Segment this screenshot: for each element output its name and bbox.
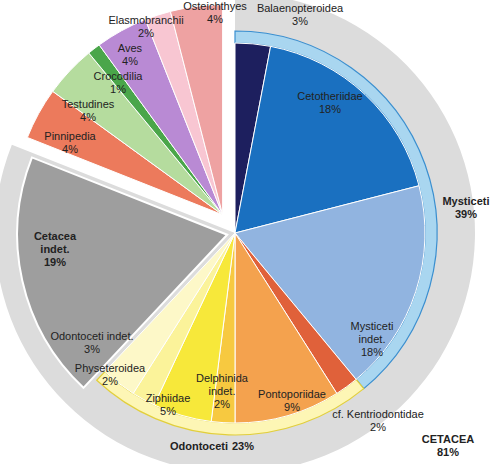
- slice-label-line: Pontoporiidae: [258, 388, 326, 400]
- slice-label-line: Odontoceti indet.: [50, 330, 133, 342]
- slice-label-line: indet.: [359, 333, 386, 345]
- slice-label: Physeteroidea: [75, 362, 146, 374]
- slice-value-label: 19%: [44, 256, 66, 268]
- slice-label: Mysticetiindet.: [351, 320, 394, 345]
- slice-label-line: Aves: [118, 42, 143, 54]
- group-value-label: 39%: [455, 208, 477, 220]
- slice-label-line: indet.: [40, 243, 69, 255]
- pie-slice: [235, 233, 337, 423]
- slice-value-label: 2%: [138, 27, 154, 39]
- slice-label-line: cf. Kentriodontidae: [332, 408, 424, 420]
- slice-label: cf. Kentriodontidae: [332, 408, 424, 420]
- slice-label-line: Ziphiidae: [146, 392, 191, 404]
- slice-label-line: Delphinida: [196, 372, 249, 384]
- group-label: Odontoceti: [170, 440, 228, 452]
- slice-label: Osteichthyes: [183, 0, 247, 12]
- pie-slice: [170, 5, 222, 215]
- slice-value-label: 2%: [102, 375, 118, 387]
- slice-label-line: Crocodilia: [94, 70, 144, 82]
- slice-value-label: 18%: [361, 346, 383, 358]
- slice-label-line: indet.: [209, 385, 236, 397]
- group-value-label: 23%: [232, 440, 254, 452]
- slice-label-line: Osteichthyes: [183, 0, 247, 12]
- slice-label: Delphinidaindet.: [196, 372, 249, 397]
- slice-value-label: 4%: [62, 143, 78, 155]
- slice-label-line: Balaenopteroidea: [257, 2, 344, 14]
- slice-value-label: 9%: [284, 401, 300, 413]
- slice-value-label: 5%: [160, 405, 176, 417]
- slice-label: Balaenopteroidea: [257, 2, 344, 14]
- group-value-label: 81%: [437, 446, 459, 458]
- slice-label-line: Mysticeti: [351, 320, 394, 332]
- slice-label-line: Pinnipedia: [44, 130, 96, 142]
- slice-label: Pontoporiidae: [258, 388, 326, 400]
- group-label: Mysticeti: [442, 195, 489, 207]
- slice-label-line: Physeteroidea: [75, 362, 146, 374]
- slice-value-label: 4%: [80, 111, 96, 123]
- slice-label: Pinnipedia: [44, 130, 96, 142]
- slice-label: Cetotheriidae: [297, 90, 362, 102]
- slice-value-label: 18%: [319, 103, 341, 115]
- slice-label: Testudines: [62, 98, 115, 110]
- slice-value-label: 4%: [207, 13, 223, 25]
- slice-label-line: Elasmobranchii: [108, 14, 183, 26]
- slice-value-label: 2%: [214, 398, 230, 410]
- slice-value-label: 4%: [122, 55, 138, 67]
- slice-label: Crocodilia: [94, 70, 144, 82]
- slice-label: Aves: [118, 42, 143, 54]
- slice-label: Elasmobranchii: [108, 14, 183, 26]
- slice-value-label: 3%: [84, 343, 100, 355]
- slice-label: Odontoceti indet.: [50, 330, 133, 342]
- slice-label-line: Cetacea: [34, 230, 77, 242]
- slice-label-line: Cetotheriidae: [297, 90, 362, 102]
- group-label: CETACEA: [422, 433, 474, 445]
- slice-value-label: 3%: [292, 15, 308, 27]
- slice-label-line: Testudines: [62, 98, 115, 110]
- slice-value-label: 2%: [370, 421, 386, 433]
- slice-label: Cetaceaindet.: [34, 230, 77, 255]
- pie-chart: Balaenopteroidea3%Cetotheriidae18%Mystic…: [0, 0, 500, 464]
- slice-label: Ziphiidae: [146, 392, 191, 404]
- group-sector: [0, 0, 475, 464]
- slice-value-label: 1%: [110, 83, 126, 95]
